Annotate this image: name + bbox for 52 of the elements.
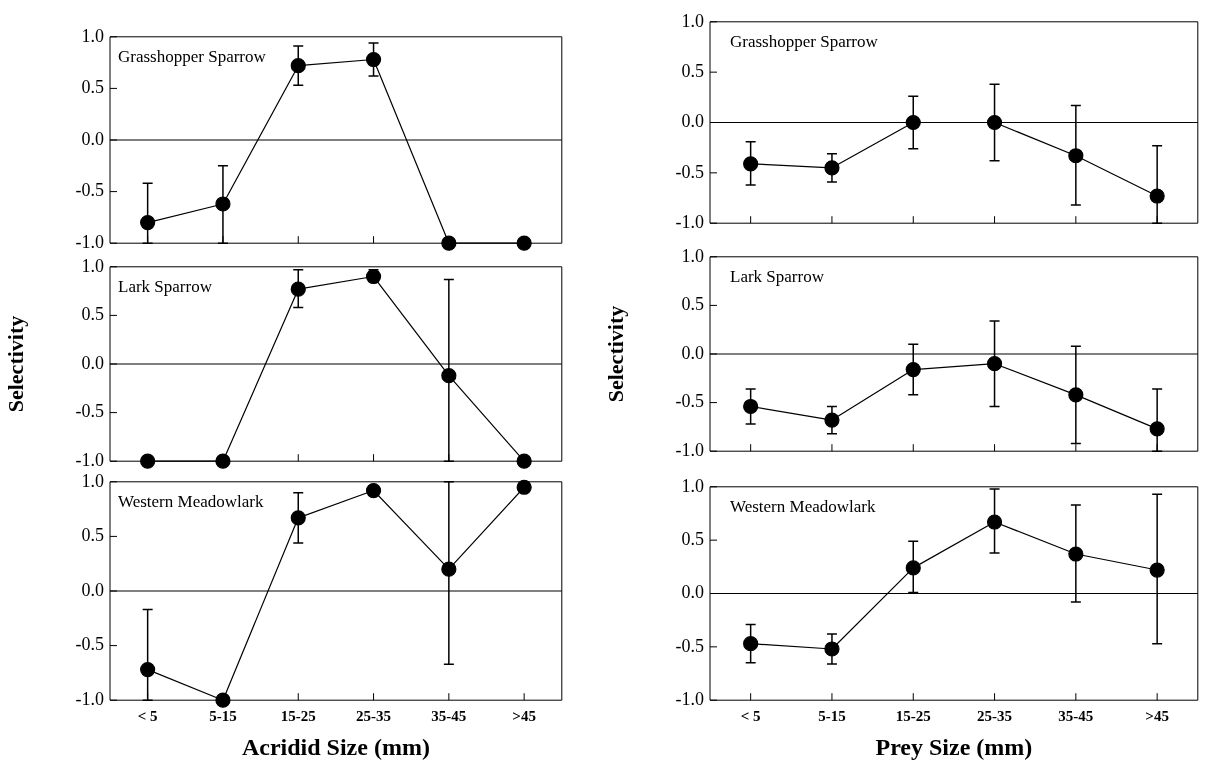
y-tick-label: 0.5 <box>681 528 704 549</box>
y-tick-label: -1.0 <box>75 688 104 709</box>
text: Grasshopper Sparrow <box>730 31 879 51</box>
text: Lark Sparrow <box>118 276 213 296</box>
y-tick-label: -1.0 <box>675 688 704 709</box>
y-tick-label: -1.0 <box>75 449 104 470</box>
y-tick-label: -0.5 <box>675 635 704 656</box>
y-tick-label: 1.0 <box>81 470 104 491</box>
y-tick-label: 0.0 <box>81 579 104 600</box>
y-tick-label: -1.0 <box>675 211 704 232</box>
y-tick-label: 0.5 <box>81 304 104 325</box>
y-axis-title: Selectivity <box>2 315 28 413</box>
y-tick-label: 0.0 <box>681 111 704 132</box>
text: Western Meadowlark <box>730 496 876 516</box>
x-tick-label: 15-25 <box>280 708 316 725</box>
x-axis-title: Acridid Size (mm) <box>241 733 430 760</box>
y-tick-label: -1.0 <box>75 231 104 252</box>
y-tick-label: 1.0 <box>81 255 104 276</box>
text: Grasshopper Sparrow <box>118 46 267 66</box>
y-tick-label: 0.5 <box>681 60 704 81</box>
y-tick-label: 1.0 <box>681 10 704 31</box>
x-tick-label: 15-25 <box>895 708 931 725</box>
y-tick-label: -1.0 <box>675 439 704 460</box>
y-tick-label: 1.0 <box>681 475 704 496</box>
x-tick-label: < 5 <box>137 708 158 725</box>
y-tick-label: 0.5 <box>681 294 704 315</box>
y-axis-title: Selectivity <box>602 305 628 403</box>
x-tick-label: 5-15 <box>818 708 846 725</box>
y-tick-label: 0.0 <box>681 582 704 603</box>
x-tick-label: < 5 <box>740 708 761 725</box>
x-tick-label: 25-35 <box>977 708 1013 725</box>
y-tick-label: -0.5 <box>75 401 104 422</box>
text: Western Meadowlark <box>118 491 264 511</box>
text: Lark Sparrow <box>730 266 825 286</box>
y-tick-label: -0.5 <box>675 391 704 412</box>
y-tick-label: 1.0 <box>681 245 704 266</box>
y-tick-label: 0.0 <box>681 342 704 363</box>
x-tick-label: 5-15 <box>209 708 237 725</box>
y-tick-label: 0.5 <box>81 77 104 98</box>
x-tick-label: 35-45 <box>431 708 467 725</box>
x-tick-label: >45 <box>1145 708 1169 725</box>
y-tick-label: -0.5 <box>75 634 104 655</box>
y-tick-label: 0.0 <box>81 352 104 373</box>
x-tick-label: 35-45 <box>1058 708 1094 725</box>
x-tick-label: 25-35 <box>356 708 392 725</box>
y-tick-label: 0.0 <box>81 128 104 149</box>
x-tick-label: >45 <box>512 708 536 725</box>
y-tick-label: 0.5 <box>81 525 104 546</box>
y-tick-label: 1.0 <box>81 25 104 46</box>
y-tick-label: -0.5 <box>675 161 704 182</box>
y-tick-label: -0.5 <box>75 180 104 201</box>
x-axis-title: Prey Size (mm) <box>875 733 1033 760</box>
